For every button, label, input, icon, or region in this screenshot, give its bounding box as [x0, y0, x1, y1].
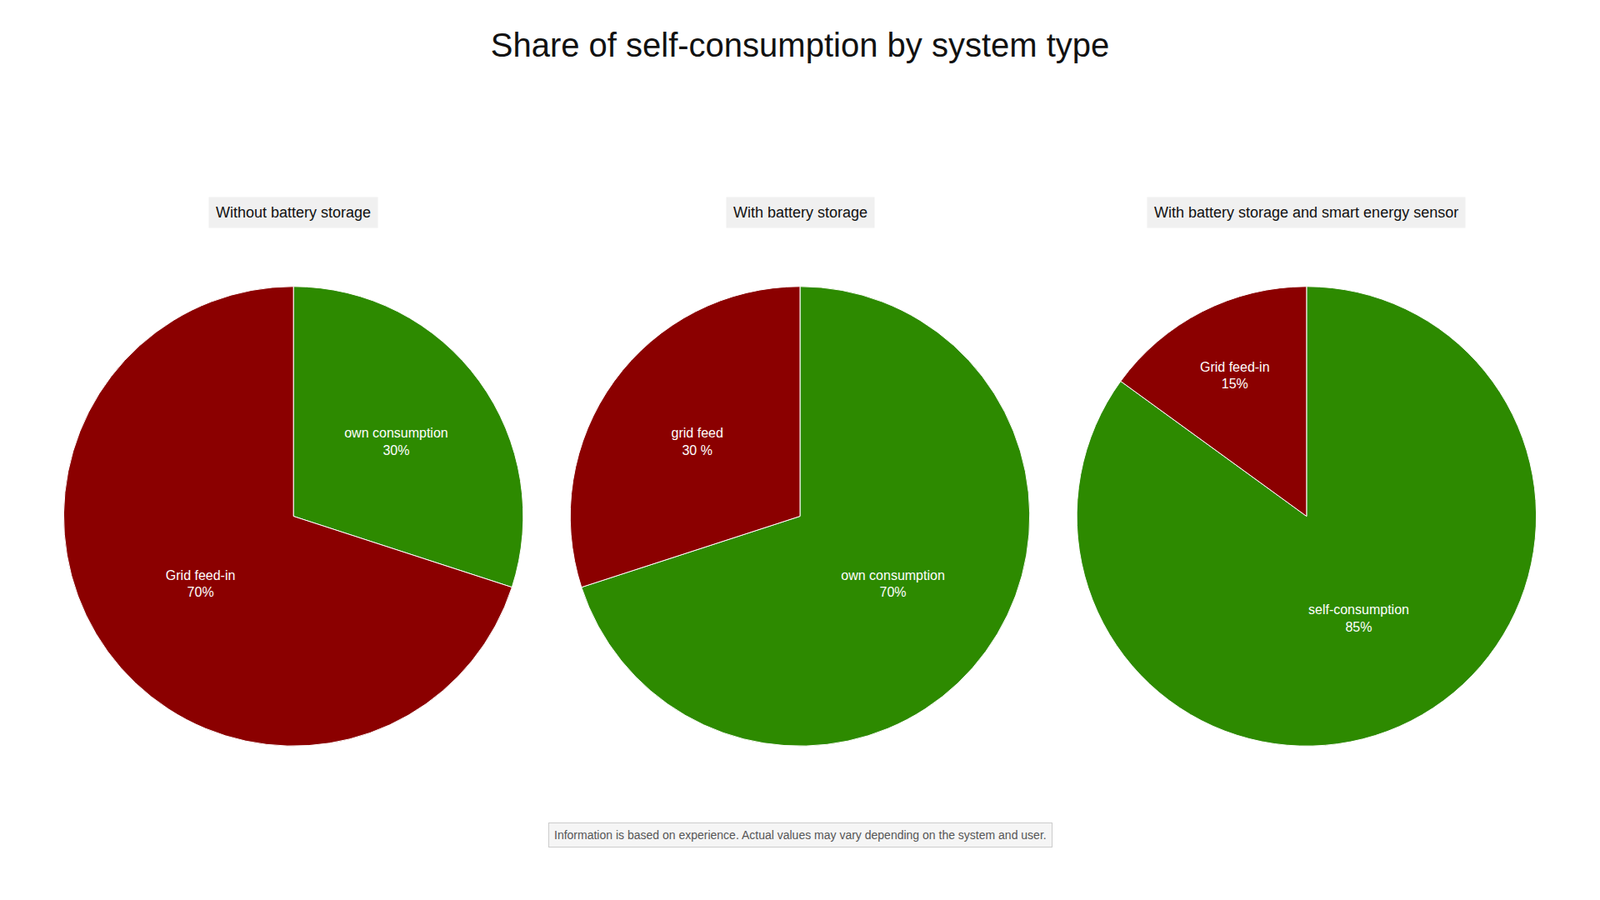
svg-text:Without battery storage: Without battery storage: [215, 204, 371, 221]
svg-text:Grid feed-in70%: Grid feed-in70%: [165, 568, 236, 600]
svg-text:With battery storage: With battery storage: [733, 204, 868, 221]
svg-text:Grid feed-in15%: Grid feed-in15%: [1200, 360, 1270, 392]
svg-text:self-consumption85%: self-consumption85%: [1308, 602, 1410, 635]
svg-text:Share of self-consumption by s: Share of self-consumption by system type: [490, 26, 1110, 64]
svg-text:own consumption70%: own consumption70%: [840, 568, 945, 600]
svg-text:own consumption30%: own consumption30%: [344, 425, 449, 458]
svg-text:Information is based on experi: Information is based on experience. Actu…: [554, 828, 1047, 842]
svg-text:grid feed30 %: grid feed30 %: [671, 425, 724, 458]
svg-text:With battery storage and smart: With battery storage and smart energy se…: [1154, 204, 1459, 221]
